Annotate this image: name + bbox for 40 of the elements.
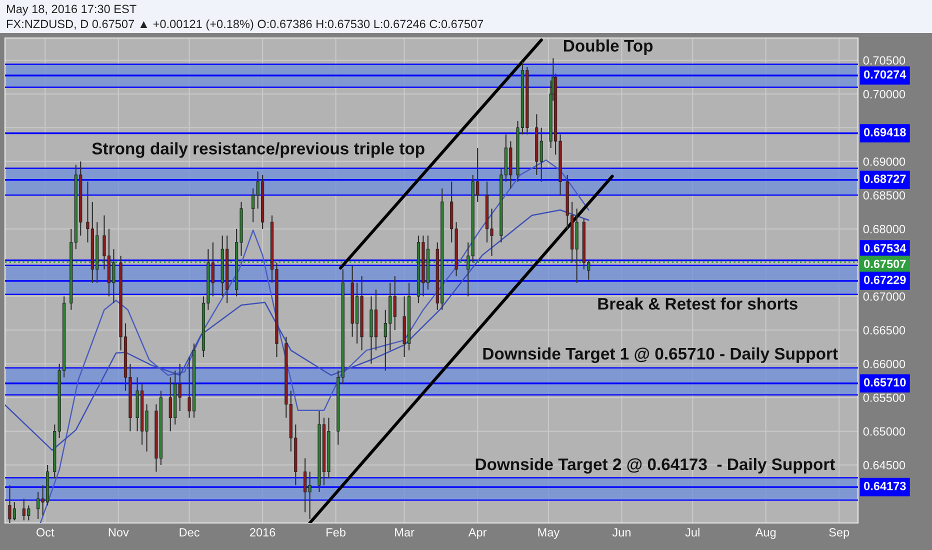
y-tick-label: 0.65500 <box>863 394 906 402</box>
ref-line-label: 0.68727 <box>864 174 906 184</box>
y-tick-label: 0.66000 <box>863 360 906 368</box>
chart-subtitle: May 18, 2016 17:30 EST <box>6 4 136 16</box>
y-tick-label: 0.70500 <box>863 56 906 65</box>
y-tick-label: 0.67000 <box>863 292 906 301</box>
x-tick-label: Oct <box>36 528 54 537</box>
candlestick <box>178 363 182 412</box>
x-tick-label: Nov <box>108 528 129 537</box>
x-tick-label: 2016 <box>250 528 276 537</box>
x-tick-label: Sep <box>829 528 850 539</box>
x-tick-label: Jun <box>612 528 630 537</box>
x-tick-label: May <box>538 528 560 539</box>
annotation: Double Top <box>564 39 653 55</box>
x-tick-label: Mar <box>395 528 414 537</box>
x-tick-label: Jul <box>685 528 700 537</box>
x-tick-label: Aug <box>755 528 776 539</box>
ref-line-label: 0.69418 <box>864 128 906 136</box>
candlestick <box>540 127 543 182</box>
ref-line-label: 0.67229 <box>864 276 906 284</box>
ref-line-label: 0.67507 <box>864 260 906 268</box>
ref-line-label: 0.65710 <box>864 378 906 387</box>
x-tick-label: Apr <box>468 528 487 539</box>
annotation: Downside Target 1 @ 0.65710 - Daily Support <box>483 347 838 363</box>
ref-line-label: 0.70274 <box>864 70 906 79</box>
y-tick-label: 0.66500 <box>863 326 906 334</box>
chart-title: FX:NZDUSD, D 0.67507 ▲ +0.00121 (+0.18%) O:0.67386 H:0.67530 L:0.67246 C:0.67507 <box>6 20 484 30</box>
annotation: Downside Target 2 @ 0.64173 - Daily Support <box>476 458 836 474</box>
ref-line-label: 0.67534 <box>864 244 906 252</box>
y-tick-label: 0.68000 <box>863 224 906 234</box>
y-tick-label: 0.68500 <box>863 191 906 200</box>
y-tick-label: 0.69000 <box>863 157 906 166</box>
y-tick-label: 0.65000 <box>863 427 906 436</box>
annotation: Break & Retest for shorts <box>598 297 798 310</box>
y-tick-label: 0.70000 <box>863 90 906 98</box>
x-tick-label: Feb <box>326 528 346 537</box>
y-tick-label: 0.64500 <box>863 461 906 470</box>
ref-line-label: 0.64173 <box>864 482 906 490</box>
annotation: Strong daily resistance/previous triple top <box>92 142 424 158</box>
x-tick-label: Dec <box>180 528 200 537</box>
